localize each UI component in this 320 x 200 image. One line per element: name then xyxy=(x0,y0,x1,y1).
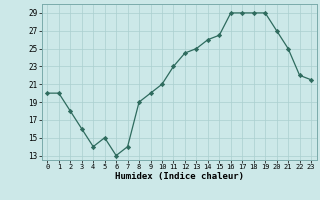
X-axis label: Humidex (Indice chaleur): Humidex (Indice chaleur) xyxy=(115,172,244,181)
